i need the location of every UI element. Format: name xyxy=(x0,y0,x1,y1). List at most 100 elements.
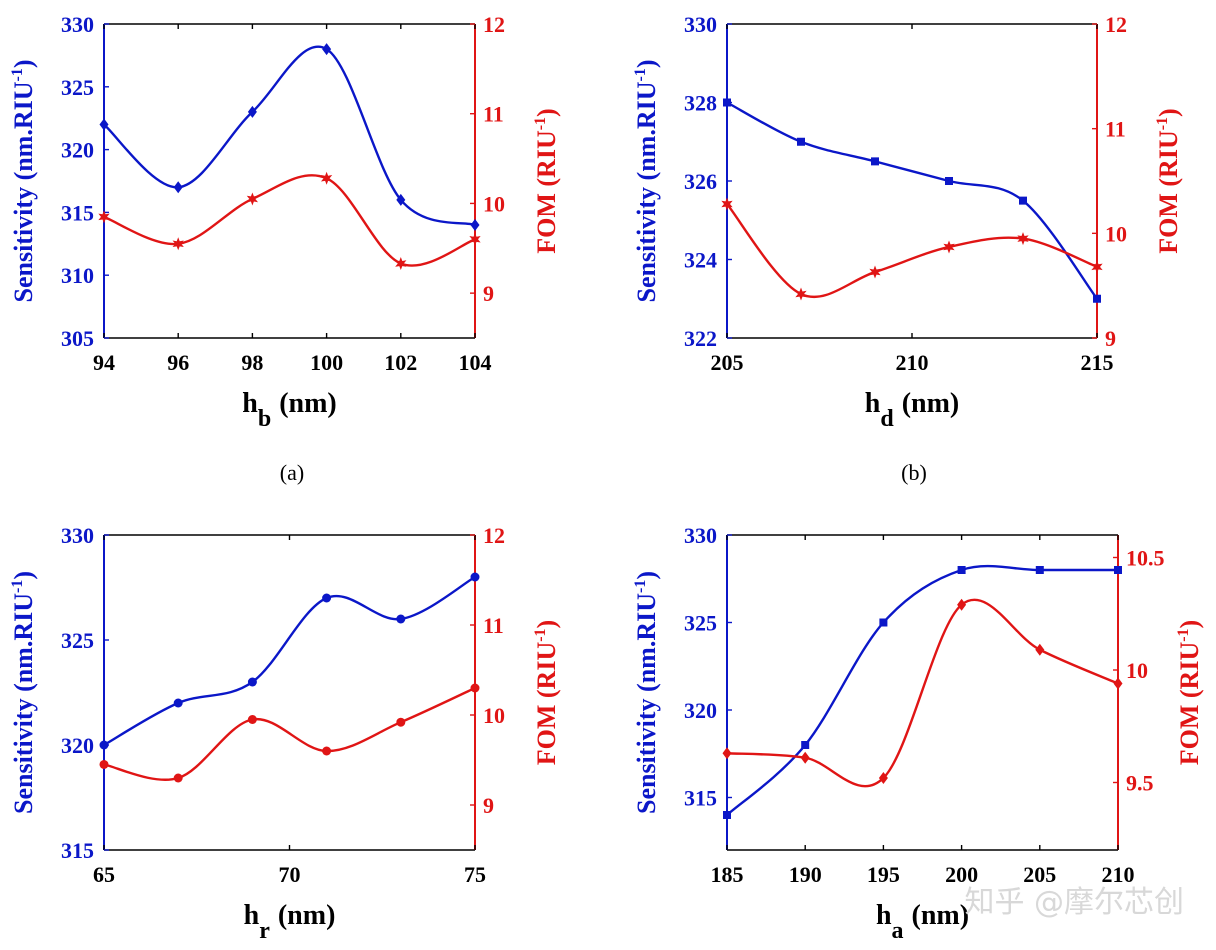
fom-data-point xyxy=(878,772,888,784)
left-y-axis-label-main: Sensitivity (nm.RIU xyxy=(9,81,38,302)
sensitivity-data-point xyxy=(879,618,888,627)
left-y-tick-label: 315 xyxy=(684,786,717,811)
watermark-text: 知乎 @摩尔芯创 xyxy=(964,885,1184,920)
right-y-axis-label-main: FOM (RIU xyxy=(532,642,561,766)
right-y-axis-label-main: FOM (RIU xyxy=(1154,130,1183,254)
right-y-tick-label: 11 xyxy=(483,102,504,127)
fom-data-point xyxy=(722,747,732,760)
left-y-axis-label: Sensitivity (nm.RIU-1) xyxy=(9,571,38,814)
sensitivity-data-point xyxy=(99,118,109,131)
right-y-axis-label-close: ) xyxy=(532,108,561,117)
sensitivity-data-point xyxy=(723,98,731,107)
right-y-axis-label-exponent: -1 xyxy=(1175,628,1192,641)
left-y-axis-label-main: Sensitivity (nm.RIU xyxy=(632,81,661,302)
right-y-tick-label: 9.5 xyxy=(1126,771,1154,796)
left-y-axis-label: Sensitivity (nm.RIU-1) xyxy=(632,571,661,814)
fom-data-point xyxy=(322,746,332,756)
fom-data-point xyxy=(800,751,810,764)
panel-1: 94 96 98 100 102 104 305 310 315 320 325 330 9 10 11 12… xyxy=(9,12,561,485)
left-y-axis-label-close: ) xyxy=(632,571,661,580)
left-y-axis-label: Sensitivity (nm.RIU-1) xyxy=(632,59,661,302)
sensitivity-series-line xyxy=(103,45,476,227)
x-tick-label: 75 xyxy=(464,862,486,887)
x-tick-label: 102 xyxy=(384,350,417,375)
sensitivity-data-point xyxy=(945,177,953,185)
x-axis-label-unit: (nm) xyxy=(279,388,337,419)
x-tick-label: 210 xyxy=(1102,862,1135,887)
sensitivity-data-point xyxy=(801,741,810,749)
right-y-tick-label: 10.5 xyxy=(1126,546,1165,571)
left-y-tick-label: 326 xyxy=(684,169,717,194)
x-axis-label-unit: (nm) xyxy=(278,900,336,931)
sensitivity-data-point xyxy=(797,137,805,146)
x-axis-label-main: h xyxy=(865,388,881,419)
right-y-tick-label: 10 xyxy=(1126,658,1148,683)
fom-data-point xyxy=(795,287,807,301)
left-y-tick-label: 325 xyxy=(61,75,94,100)
left-y-axis-label-main: Sensitivity (nm.RIU xyxy=(632,593,661,814)
x-tick-label: 70 xyxy=(279,862,301,887)
right-y-axis-label-close: ) xyxy=(532,620,561,629)
fom-series-line xyxy=(103,686,476,781)
left-y-tick-label: 330 xyxy=(61,523,94,548)
fom-data-point xyxy=(99,760,109,769)
x-axis-label: hb (nm) xyxy=(242,388,336,432)
left-y-tick-label: 305 xyxy=(61,326,94,351)
fom-data-point xyxy=(247,715,257,724)
right-y-axis-label-exponent: -1 xyxy=(1154,117,1171,130)
sensitivity-data-point xyxy=(322,43,332,56)
fom-series-line xyxy=(726,598,1119,788)
left-y-tick-label: 315 xyxy=(61,200,94,225)
sensitivity-data-point xyxy=(723,811,731,819)
left-y-tick-label: 325 xyxy=(684,611,717,636)
right-y-axis-label-main: FOM (RIU xyxy=(532,130,561,254)
left-y-axis-label: Sensitivity (nm.RIU-1) xyxy=(9,59,38,302)
right-y-tick-label: 12 xyxy=(483,523,505,548)
right-y-tick-label: 12 xyxy=(1105,12,1127,37)
left-y-tick-label: 330 xyxy=(684,12,717,37)
left-y-tick-label: 330 xyxy=(61,12,94,37)
sensitivity-data-point xyxy=(173,698,183,708)
fom-data-point xyxy=(1113,677,1123,690)
x-axis-label-main: h xyxy=(242,388,258,419)
x-axis-label-main: h xyxy=(876,900,892,931)
sensitivity-data-point xyxy=(871,157,879,166)
x-axis-label: ha (nm) xyxy=(876,900,969,944)
fom-data-point xyxy=(957,598,967,611)
left-y-tick-label: 320 xyxy=(684,698,717,723)
fom-data-point xyxy=(469,232,481,246)
fom-data-point xyxy=(869,265,881,279)
left-y-axis-label-exponent: -1 xyxy=(9,68,26,81)
right-y-tick-label: 9 xyxy=(483,281,494,306)
fom-series-line xyxy=(103,174,476,267)
fom-data-point xyxy=(1091,260,1103,274)
x-tick-label: 100 xyxy=(310,350,343,375)
x-axis-label-unit: (nm) xyxy=(912,900,970,931)
fom-data-point xyxy=(1017,232,1029,246)
right-y-tick-label: 10 xyxy=(483,191,505,216)
sensitivity-data-point xyxy=(470,218,480,231)
panel-3: 65 70 75 315 320 325 330 9 10 11 12 Sensitivity (nm… xyxy=(9,523,561,944)
left-y-tick-label: 328 xyxy=(684,91,717,116)
x-tick-label: 210 xyxy=(896,350,929,375)
right-y-axis-label: FOM (RIU-1) xyxy=(532,108,561,253)
sensitivity-data-point xyxy=(1019,196,1027,205)
fom-data-point xyxy=(172,237,184,251)
left-y-axis-label-exponent: -1 xyxy=(632,580,649,593)
x-tick-label: 104 xyxy=(459,350,492,375)
right-y-tick-label: 10 xyxy=(1105,221,1127,246)
fom-data-point xyxy=(395,257,407,271)
x-axis-label: hd (nm) xyxy=(865,388,959,432)
x-tick-label: 195 xyxy=(867,862,900,887)
x-tick-label: 185 xyxy=(711,862,744,887)
sensitivity-data-point xyxy=(1114,566,1122,574)
fom-data-point xyxy=(1035,643,1045,656)
x-axis-label-subscript: r xyxy=(259,918,270,944)
sensitivity-series-line xyxy=(103,575,476,747)
x-axis-label-subscript: d xyxy=(880,406,894,432)
left-y-tick-label: 320 xyxy=(61,733,94,758)
panel-caption: (b) xyxy=(901,460,927,485)
x-axis-label-main: h xyxy=(244,900,260,931)
left-y-tick-label: 330 xyxy=(684,523,717,548)
left-y-axis-label-close: ) xyxy=(632,59,661,68)
